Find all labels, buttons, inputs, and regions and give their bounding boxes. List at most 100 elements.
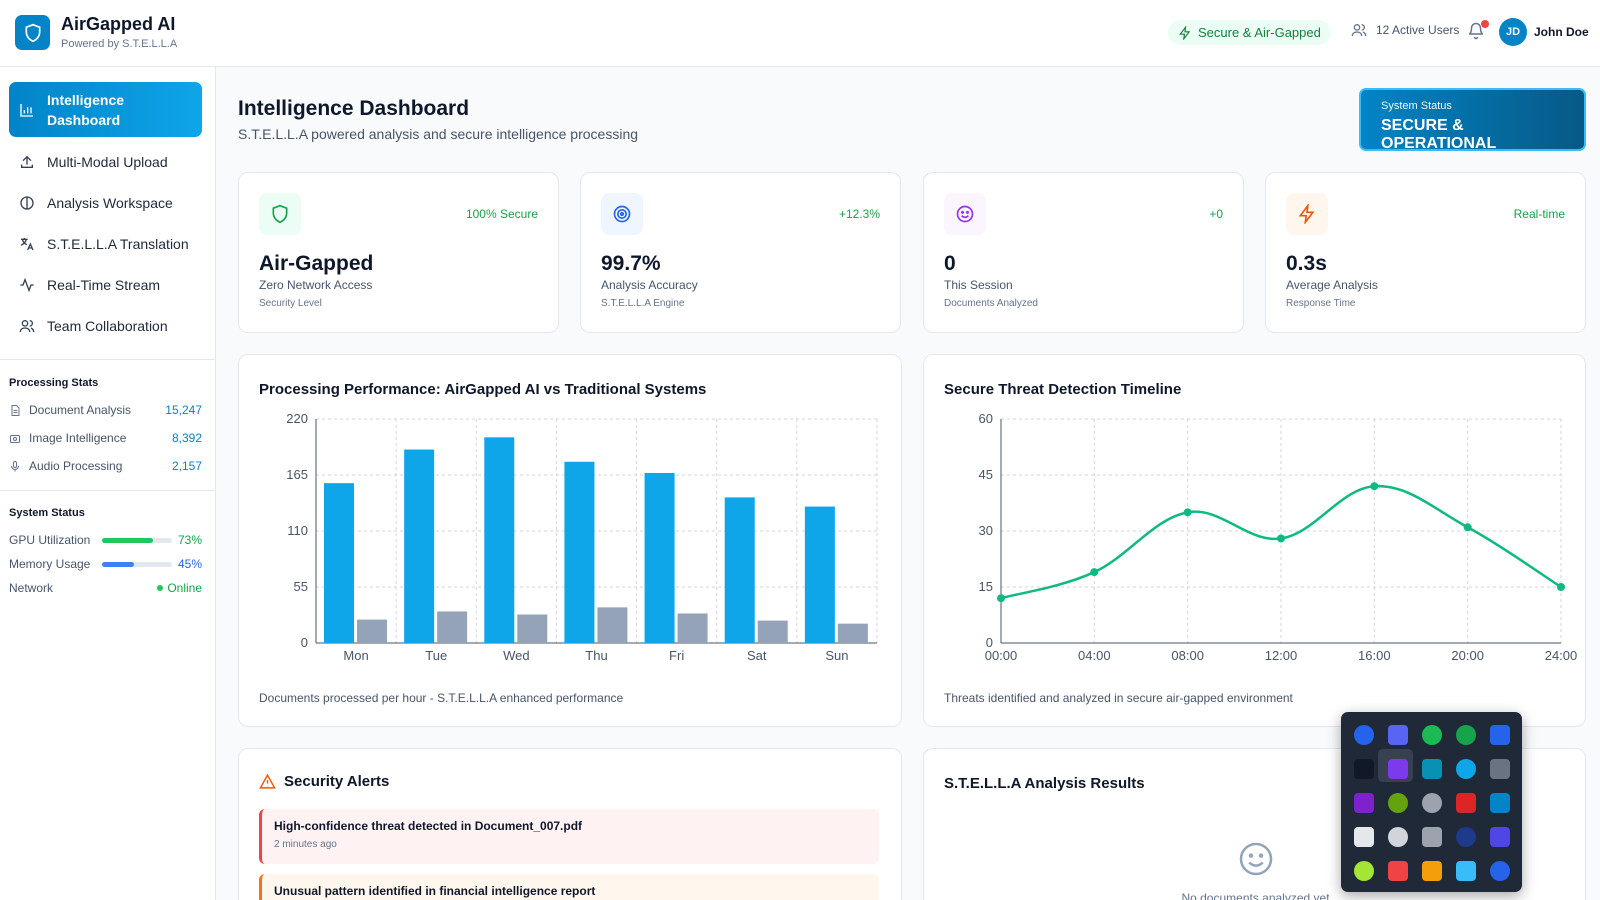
tray-bluetooth-icon[interactable] — [1490, 861, 1510, 881]
x-tick-label: Tue — [425, 648, 447, 663]
stat-value: 8,392 — [171, 431, 202, 445]
sidebar-item-label: Team Collaboration — [47, 318, 168, 334]
y-tick-label: 0 — [986, 635, 993, 650]
tray-windows-icon[interactable] — [1422, 759, 1442, 779]
gpu-progress-fill — [102, 537, 154, 543]
stat-value: 15,247 — [165, 403, 202, 417]
bar — [484, 437, 515, 643]
performance-chart-caption: Documents processed per hour - S.T.E.L.L… — [259, 691, 624, 705]
tray-xbox-icon[interactable] — [1456, 725, 1476, 745]
tray-capture-icon[interactable] — [1388, 861, 1408, 881]
app-title: AirGapped AI — [61, 14, 176, 34]
y-tick-label: 110 — [287, 523, 308, 538]
shield-logo-icon[interactable] — [15, 15, 50, 50]
sidebar-item-translation[interactable]: S.T.E.L.L.A Translation — [9, 225, 202, 263]
tray-cloud-icon[interactable] — [1490, 759, 1510, 779]
smile-icon — [944, 193, 986, 235]
sidebar-item-intelligence-dashboard[interactable]: Intelligence Dashboard — [9, 82, 202, 137]
data-point — [1463, 523, 1472, 532]
kpi-badge: +12.3% — [838, 207, 880, 221]
network-status: Online — [157, 581, 202, 595]
data-point — [1090, 568, 1099, 577]
tray-gauge-icon[interactable] — [1354, 861, 1374, 881]
sidebar: Intelligence Dashboard Multi-Modal Uploa… — [0, 67, 216, 900]
alert-item[interactable]: Unusual pattern identified in financial … — [259, 874, 879, 900]
tray-openai-icon[interactable] — [1388, 827, 1408, 847]
tray-teams-icon[interactable] — [1490, 827, 1510, 847]
system-tray-popup — [1341, 712, 1522, 892]
avatar[interactable]: JD — [1499, 18, 1527, 46]
sidebar-item-analysis-workspace[interactable]: Analysis Workspace — [9, 184, 202, 222]
y-tick-label: 165 — [286, 467, 308, 482]
tray-browser-icon[interactable] — [1354, 725, 1374, 745]
tray-steam-icon[interactable] — [1456, 827, 1476, 847]
smile-icon — [1236, 839, 1276, 884]
upload-icon — [21, 155, 33, 168]
kpi-value: 0 — [944, 252, 956, 275]
security-alerts-card: Security Alerts High-confidence threat d… — [238, 748, 902, 900]
sidebar-item-real-time-stream[interactable]: Real-Time Stream — [9, 266, 202, 304]
alert-time: 2 minutes ago — [274, 839, 337, 850]
tray-audio-icon[interactable] — [1354, 759, 1374, 779]
kpi-label: Zero Network Access — [259, 278, 373, 292]
active-users[interactable]: 12 Active Users — [1350, 22, 1459, 38]
sys-label: Network — [9, 581, 54, 595]
active-users-label: 12 Active Users — [1376, 23, 1460, 37]
stat-document-analysis: Document Analysis 15,247 — [9, 403, 202, 417]
bar — [644, 472, 675, 643]
analysis-results-title: S.T.E.L.L.A Analysis Results — [944, 775, 1145, 792]
data-point — [1370, 482, 1379, 491]
tray-globe-icon[interactable] — [1456, 759, 1476, 779]
tray-onenote-icon[interactable] — [1354, 793, 1374, 813]
document-icon — [11, 404, 20, 416]
stat-value: 2,157 — [171, 459, 202, 473]
target-icon — [601, 193, 643, 235]
alert-item[interactable]: High-confidence threat detected in Docum… — [259, 809, 879, 864]
y-tick-label: 60 — [979, 411, 993, 426]
tray-sync-icon[interactable] — [1388, 793, 1408, 813]
tray-link-icon[interactable] — [1422, 827, 1442, 847]
translate-icon — [20, 238, 34, 251]
tray-menu-icon[interactable] — [1422, 793, 1442, 813]
tray-display-icon[interactable] — [1354, 827, 1374, 847]
system-status-banner: System Status SECURE & OPERATIONAL — [1359, 88, 1586, 152]
memory-usage-row: Memory Usage 45% — [9, 557, 202, 571]
tray-discord-icon[interactable] — [1388, 725, 1408, 745]
memory-progress-fill — [102, 561, 134, 567]
kpi-badge: Real-time — [1513, 207, 1565, 221]
tray-pen-icon[interactable] — [1388, 759, 1408, 779]
activity-icon — [20, 277, 34, 293]
sidebar-divider — [0, 359, 216, 360]
sidebar-item-label: S.T.E.L.L.A Translation — [47, 236, 189, 252]
kpi-sub: Security Level — [259, 298, 322, 309]
tray-tools-icon[interactable] — [1456, 861, 1476, 881]
shield-icon — [259, 193, 301, 235]
tray-warning-icon[interactable] — [1422, 861, 1442, 881]
y-tick-label: 45 — [979, 467, 993, 482]
warning-icon — [259, 773, 276, 789]
user-name[interactable]: John Doe — [1534, 25, 1589, 39]
bar — [597, 607, 628, 643]
kpi-value: 99.7% — [601, 252, 661, 275]
tray-security-icon[interactable] — [1490, 793, 1510, 813]
data-point — [1277, 534, 1285, 543]
kpi-card-session: +0 0 This Session Documents Analyzed — [923, 172, 1244, 333]
notifications-bell-icon[interactable] — [1467, 22, 1485, 45]
page-subtitle: S.T.E.L.L.A powered analysis and secure … — [238, 126, 639, 142]
sidebar-divider — [0, 490, 216, 491]
bar — [404, 449, 435, 643]
tray-video-icon[interactable] — [1456, 793, 1476, 813]
x-tick-label: 16:00 — [1358, 648, 1391, 663]
x-tick-label: Sat — [747, 648, 767, 663]
bar — [437, 611, 468, 643]
tray-drive-icon[interactable] — [1490, 725, 1510, 745]
sidebar-item-multi-modal-upload[interactable]: Multi-Modal Upload — [9, 143, 202, 181]
sidebar-item-team-collaboration[interactable]: Team Collaboration — [9, 307, 202, 345]
tray-spotify-icon[interactable] — [1422, 725, 1442, 745]
x-tick-label: Fri — [669, 648, 684, 663]
kpi-badge: 100% Secure — [465, 207, 538, 221]
kpi-card-response-time: Real-time 0.3s Average Analysis Response… — [1265, 172, 1586, 333]
kpi-sub: Documents Analyzed — [944, 298, 1038, 309]
kpi-label: Analysis Accuracy — [601, 278, 698, 292]
online-dot — [157, 585, 164, 591]
